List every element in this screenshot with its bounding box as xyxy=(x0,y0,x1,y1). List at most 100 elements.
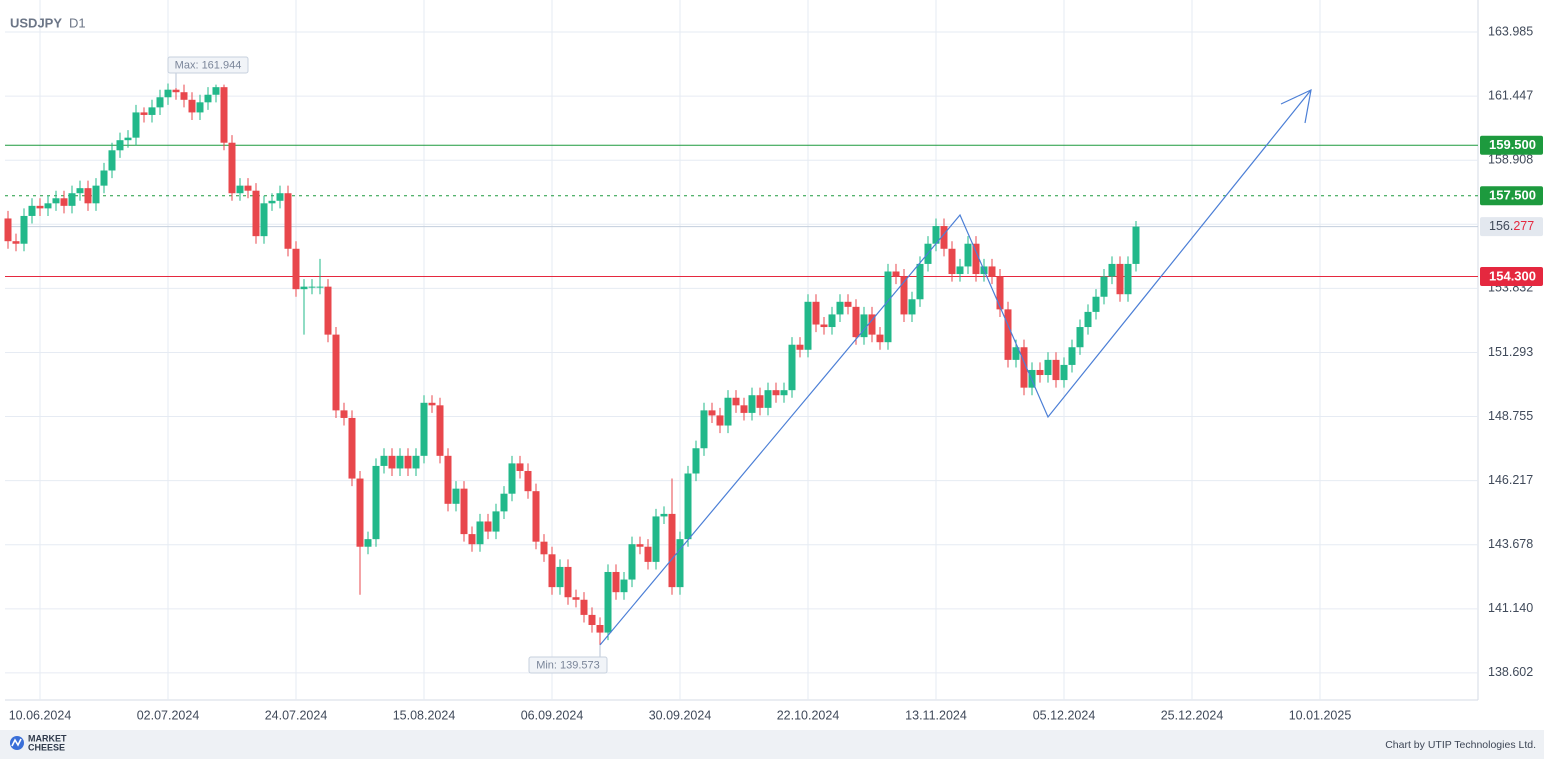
candle-body xyxy=(412,455,420,469)
candle-body xyxy=(220,87,228,143)
candle-body xyxy=(28,205,36,216)
candle-body xyxy=(644,546,652,562)
candle-body xyxy=(564,566,572,598)
candle-body xyxy=(756,395,764,408)
candle-body xyxy=(76,188,84,194)
brand-bottom: CHEESE xyxy=(28,742,65,752)
candle-body xyxy=(1052,359,1060,381)
candle-body xyxy=(396,455,404,469)
candle-body xyxy=(196,102,204,113)
candle-body xyxy=(20,215,28,244)
candle-body xyxy=(468,534,476,545)
candle-body xyxy=(420,402,428,456)
candle-body xyxy=(940,226,948,249)
candle-body xyxy=(476,521,484,545)
candle-body xyxy=(884,271,892,343)
candle-body xyxy=(92,185,100,204)
candle-body xyxy=(308,286,316,288)
candle-body xyxy=(772,390,780,396)
candle-body xyxy=(156,97,164,108)
trend-lines xyxy=(599,88,1312,646)
candle-body xyxy=(948,248,956,275)
min-label: Min: 139.573 xyxy=(536,659,600,671)
candle-body xyxy=(964,243,972,267)
x-tick-label: 02.07.2024 xyxy=(137,708,200,722)
min-box xyxy=(528,656,608,674)
candle-body xyxy=(660,513,668,517)
candle-body xyxy=(4,218,12,242)
candle-body xyxy=(60,198,68,206)
y-tick-label: 138.602 xyxy=(1488,665,1533,679)
candle-body xyxy=(356,478,364,547)
x-tick-label: 30.09.2024 xyxy=(649,708,712,722)
candle-body xyxy=(180,92,188,100)
credit: Chart by UTIP Technologies Ltd. xyxy=(1385,739,1536,751)
x-tick-label: 22.10.2024 xyxy=(777,708,840,722)
candle-body xyxy=(868,314,876,335)
price-tail: 277 xyxy=(1513,219,1534,233)
candle-body xyxy=(1044,359,1052,376)
candle-body xyxy=(380,455,388,466)
candle-body xyxy=(820,324,828,328)
candle-body xyxy=(1100,276,1108,297)
candle-body xyxy=(148,107,156,115)
candle-body xyxy=(484,521,492,532)
trend-line xyxy=(599,89,1312,646)
x-tick-label: 25.12.2024 xyxy=(1161,708,1224,722)
candle-body xyxy=(212,87,220,95)
level-label: 159.500 xyxy=(1489,137,1536,152)
candle-body xyxy=(1084,311,1092,328)
candle-body xyxy=(732,397,740,406)
x-tick-label: 24.07.2024 xyxy=(265,708,328,722)
candle-body xyxy=(612,571,620,593)
candle-body xyxy=(740,405,748,413)
candle-body xyxy=(236,185,244,194)
level-box xyxy=(1480,217,1543,237)
candle-body xyxy=(44,203,52,209)
candle-body xyxy=(116,140,124,151)
candle-body xyxy=(444,455,452,504)
candle-body xyxy=(844,301,852,307)
x-tick-label: 10.06.2024 xyxy=(9,708,72,722)
price-head: 156. xyxy=(1489,219,1513,233)
candle-body xyxy=(436,405,444,456)
candle-body xyxy=(636,544,644,547)
candle-body xyxy=(340,410,348,418)
y-tick-label: 158.908 xyxy=(1488,152,1533,166)
candle-body xyxy=(588,614,596,626)
candle-body xyxy=(1108,263,1116,277)
current-price-label: 156.277 xyxy=(1489,219,1534,233)
candle-body xyxy=(780,390,788,396)
x-tick-label: 15.08.2024 xyxy=(393,708,456,722)
candle-body xyxy=(1124,263,1132,295)
candle-body xyxy=(1036,369,1044,376)
candle-body xyxy=(388,455,396,469)
candle-body xyxy=(244,185,252,191)
brand-top: MARKET xyxy=(28,733,67,743)
candle-body xyxy=(548,554,556,588)
candle-body xyxy=(812,301,820,325)
candle-body xyxy=(652,516,660,562)
level-label: 154.300 xyxy=(1489,268,1536,283)
candle-body xyxy=(228,142,236,194)
candle-body xyxy=(500,493,508,512)
candle-body xyxy=(620,579,628,593)
candle-body xyxy=(100,170,108,186)
level-box xyxy=(1480,186,1543,206)
arrow-head xyxy=(1280,88,1312,124)
candle-body xyxy=(692,448,700,474)
candle-body xyxy=(276,193,284,201)
y-tick-label: 161.447 xyxy=(1488,88,1533,102)
candle-body xyxy=(268,200,276,204)
candle-body xyxy=(108,150,116,171)
candle-body xyxy=(508,463,516,494)
footer-bar xyxy=(0,730,1544,759)
candle-body xyxy=(84,188,92,204)
candle-body xyxy=(300,286,308,290)
y-tick-label: 146.217 xyxy=(1488,473,1533,487)
candle-body xyxy=(668,513,676,588)
level-box xyxy=(1480,267,1543,287)
candle-body xyxy=(684,473,692,540)
grid xyxy=(5,0,1479,701)
